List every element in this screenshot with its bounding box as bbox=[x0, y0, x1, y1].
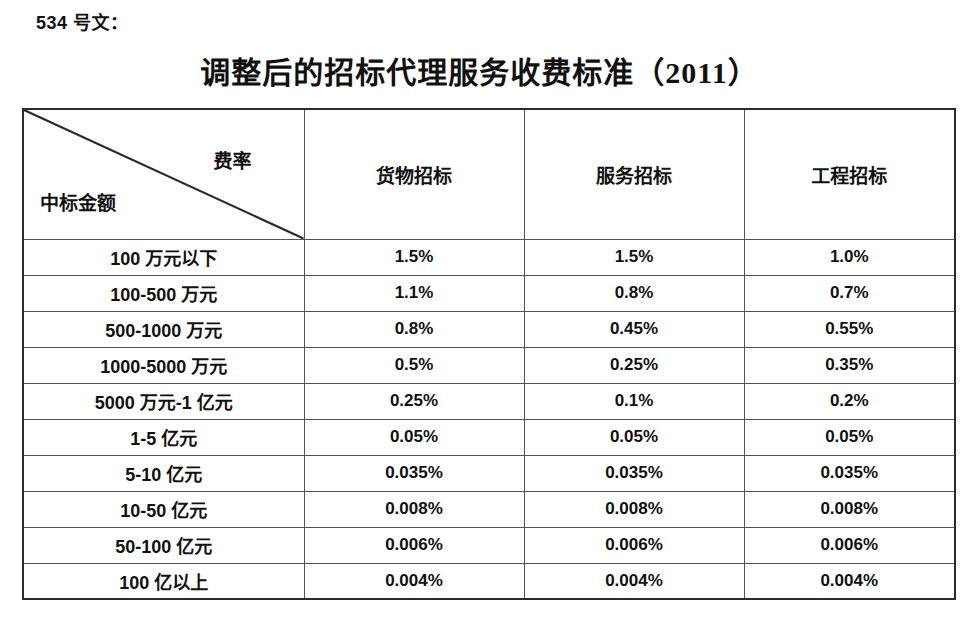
rate-cell: 0.006% bbox=[304, 527, 524, 563]
table-row: 50-100 亿元 0.006% 0.006% 0.006% bbox=[23, 527, 955, 563]
rate-cell: 0.004% bbox=[744, 563, 955, 599]
rate-cell: 1.1% bbox=[304, 275, 524, 311]
rate-cell: 1.5% bbox=[524, 239, 744, 275]
amount-range-cell: 5-10 亿元 bbox=[23, 455, 304, 491]
diagonal-corner-cell: 费率 中标金额 bbox=[23, 109, 304, 239]
rate-cell: 0.035% bbox=[744, 455, 955, 491]
table-row: 100-500 万元 1.1% 0.8% 0.7% bbox=[23, 275, 955, 311]
table-row: 500-1000 万元 0.8% 0.45% 0.55% bbox=[23, 311, 955, 347]
amount-range-cell: 5000 万元-1 亿元 bbox=[23, 383, 304, 419]
table-body: 100 万元以下 1.5% 1.5% 1.0% 100-500 万元 1.1% … bbox=[23, 239, 955, 599]
rate-cell: 0.008% bbox=[304, 491, 524, 527]
amount-range-cell: 500-1000 万元 bbox=[23, 311, 304, 347]
table-row: 1000-5000 万元 0.5% 0.25% 0.35% bbox=[23, 347, 955, 383]
diagonal-divider-line bbox=[24, 110, 304, 239]
amount-range-cell: 100 亿以上 bbox=[23, 563, 304, 599]
amount-range-cell: 100-500 万元 bbox=[23, 275, 304, 311]
doc-number-label: 534 号文： bbox=[36, 8, 129, 34]
rate-cell: 0.1% bbox=[524, 383, 744, 419]
rate-cell: 0.004% bbox=[524, 563, 744, 599]
table-row: 5000 万元-1 亿元 0.25% 0.1% 0.2% bbox=[23, 383, 955, 419]
rate-cell: 1.0% bbox=[744, 239, 955, 275]
rate-cell: 0.35% bbox=[744, 347, 955, 383]
rate-cell: 0.25% bbox=[524, 347, 744, 383]
corner-label-amount: 中标金额 bbox=[40, 188, 116, 215]
column-header: 货物招标 bbox=[304, 109, 524, 239]
corner-label-rate: 费率 bbox=[213, 146, 251, 173]
amount-range-cell: 1-5 亿元 bbox=[23, 419, 304, 455]
page-title: 调整后的招标代理服务收费标准（2011） bbox=[0, 48, 959, 92]
amount-range-cell: 10-50 亿元 bbox=[23, 491, 304, 527]
rate-cell: 0.7% bbox=[744, 275, 955, 311]
rate-cell: 0.035% bbox=[524, 455, 744, 491]
rate-cell: 0.006% bbox=[744, 527, 955, 563]
rate-cell: 0.25% bbox=[304, 383, 524, 419]
rate-cell: 0.05% bbox=[524, 419, 744, 455]
rate-cell: 1.5% bbox=[304, 239, 524, 275]
document-page: { "page": { "doc_label": "534 号文：", "tit… bbox=[0, 0, 979, 629]
rate-cell: 0.5% bbox=[304, 347, 524, 383]
rate-cell: 0.8% bbox=[304, 311, 524, 347]
rate-cell: 0.2% bbox=[744, 383, 955, 419]
amount-range-cell: 100 万元以下 bbox=[23, 239, 304, 275]
rate-cell: 0.004% bbox=[304, 563, 524, 599]
rate-cell: 0.05% bbox=[304, 419, 524, 455]
amount-range-cell: 50-100 亿元 bbox=[23, 527, 304, 563]
rate-cell: 0.55% bbox=[744, 311, 955, 347]
rate-cell: 0.05% bbox=[744, 419, 955, 455]
rate-cell: 0.8% bbox=[524, 275, 744, 311]
rate-cell: 0.008% bbox=[524, 491, 744, 527]
rate-cell: 0.45% bbox=[524, 311, 744, 347]
column-header: 服务招标 bbox=[524, 109, 744, 239]
rate-cell: 0.006% bbox=[524, 527, 744, 563]
rate-cell: 0.035% bbox=[304, 455, 524, 491]
header-row: 费率 中标金额 货物招标服务招标工程招标 bbox=[23, 109, 955, 239]
table-row: 5-10 亿元 0.035% 0.035% 0.035% bbox=[23, 455, 955, 491]
amount-range-cell: 1000-5000 万元 bbox=[23, 347, 304, 383]
fee-rate-table: 费率 中标金额 货物招标服务招标工程招标 100 万元以下 1.5% 1.5% … bbox=[22, 108, 956, 600]
table-row: 10-50 亿元 0.008% 0.008% 0.008% bbox=[23, 491, 955, 527]
table-row: 100 亿以上 0.004% 0.004% 0.004% bbox=[23, 563, 955, 599]
rate-cell: 0.008% bbox=[744, 491, 955, 527]
table-row: 1-5 亿元 0.05% 0.05% 0.05% bbox=[23, 419, 955, 455]
table-row: 100 万元以下 1.5% 1.5% 1.0% bbox=[23, 239, 955, 275]
column-header: 工程招标 bbox=[744, 109, 955, 239]
